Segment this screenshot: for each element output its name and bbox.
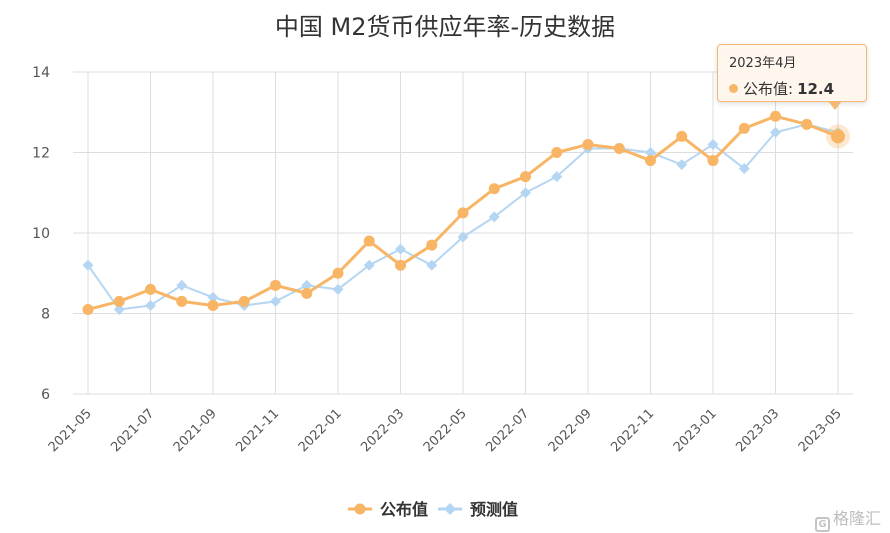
point-published (488, 183, 500, 195)
x-tick-label: 2022-11 (608, 406, 657, 455)
point-forecast (551, 171, 563, 183)
point-published (145, 283, 156, 295)
point-published (426, 239, 438, 251)
x-tick-label: 2023-03 (733, 406, 782, 455)
point-forecast (738, 163, 750, 175)
point-published (332, 267, 344, 279)
watermark-text: 格隆汇 (833, 509, 882, 528)
x-axis-ticks: 2021-05 2021-07 2021-09 2021-11 2022-01 2022-… (46, 406, 845, 455)
point-forecast (113, 303, 125, 315)
point-published (176, 295, 188, 307)
x-tick-label: 2023-05 (796, 406, 845, 455)
tooltip-series-dot (729, 84, 738, 93)
point-forecast (145, 299, 156, 311)
point-published (676, 130, 688, 142)
tooltip: 2023年4月 公布值: 12.4 (717, 44, 867, 102)
legend-label: 公布值 (380, 500, 428, 519)
point-published (707, 155, 719, 167)
legend-marker-circle (354, 503, 366, 515)
y-tick-label: 8 (41, 307, 50, 323)
point-published (270, 279, 281, 291)
x-tick-label: 2022-01 (296, 406, 345, 455)
highlight-point (831, 129, 845, 144)
x-tick-label: 2021-07 (108, 406, 157, 455)
x-tick-label: 2021-11 (233, 406, 282, 455)
point-published (770, 110, 781, 122)
point-forecast (707, 138, 719, 150)
x-tick-label: 2022-07 (483, 406, 532, 455)
point-published (801, 118, 813, 130)
point-forecast (332, 283, 344, 295)
watermark: G 格隆汇 (815, 505, 881, 532)
point-published (457, 207, 469, 219)
point-published (645, 155, 656, 167)
tooltip-arrow (828, 101, 842, 110)
point-forecast (176, 279, 188, 291)
y-axis-ticks: 6 8 10 12 14 (32, 65, 50, 403)
point-published (738, 122, 750, 134)
point-published (582, 138, 594, 150)
point-forecast (770, 126, 781, 138)
point-published (520, 171, 531, 183)
point-forecast (488, 211, 500, 223)
y-tick-label: 14 (32, 65, 50, 81)
y-tick-label: 6 (41, 387, 50, 403)
point-forecast (301, 279, 313, 291)
point-forecast (270, 295, 281, 307)
point-forecast (457, 231, 469, 243)
watermark-logo-icon: G (815, 517, 830, 532)
point-published (238, 295, 250, 307)
point-forecast (676, 159, 688, 171)
series-layer (82, 110, 850, 315)
point-published (395, 259, 406, 271)
point-forecast (363, 259, 375, 271)
chart-title: 中国 M2货币供应年率-历史数据 (275, 13, 615, 41)
point-forecast (207, 291, 219, 303)
tooltip-row: 公布值: 12.4 (729, 78, 834, 99)
point-forecast (82, 259, 94, 271)
tooltip-label: 公布值: (743, 80, 794, 98)
x-tick-label: 2021-05 (46, 406, 95, 455)
tooltip-value: 12.4 (797, 80, 835, 98)
point-forecast (426, 259, 438, 271)
x-tick-label: 2022-03 (358, 406, 407, 455)
point-published (613, 142, 625, 154)
point-published (363, 235, 375, 247)
x-tick-label: 2022-09 (546, 406, 595, 455)
point-published (113, 295, 125, 307)
point-published (551, 147, 563, 158)
point-forecast (520, 187, 531, 199)
legend[interactable]: 公布值 预测值 (348, 500, 518, 519)
legend-marker-diamond (444, 503, 456, 515)
point-published (301, 287, 313, 299)
point-forecast (395, 243, 406, 255)
x-tick-label: 2023-01 (671, 406, 720, 455)
point-published (82, 303, 94, 315)
tooltip-date: 2023年4月 (729, 56, 797, 71)
point-forecast (645, 147, 656, 158)
y-tick-label: 10 (32, 226, 50, 242)
point-published (207, 299, 219, 311)
legend-label: 预测值 (470, 500, 518, 519)
x-tick-label: 2021-09 (171, 406, 220, 455)
x-tick-label: 2022-05 (421, 406, 470, 455)
y-tick-label: 12 (32, 146, 50, 162)
